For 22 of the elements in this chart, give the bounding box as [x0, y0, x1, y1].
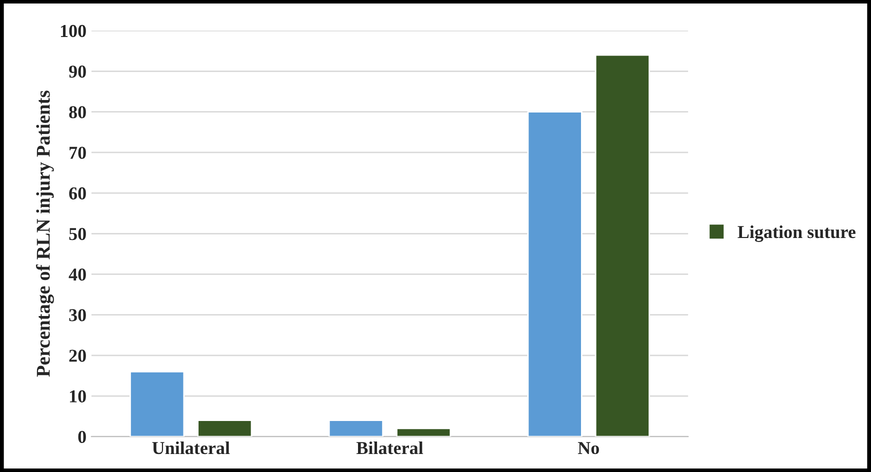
y-tick-label: 100 — [60, 24, 86, 38]
y-tick-label: 70 — [70, 146, 86, 159]
y-tick-label: 60 — [69, 187, 86, 200]
y-axis-title: Percentage of RLN injury Patients — [36, 90, 54, 377]
y-tick-label: 90 — [69, 66, 86, 78]
x-tick-label: Unilateral — [152, 441, 230, 454]
bar — [527, 111, 582, 437]
y-tick-label: 40 — [68, 268, 86, 281]
y-tick-label: 0 — [78, 430, 86, 444]
bar — [328, 420, 384, 437]
x-tick-label: Bilateral — [356, 441, 424, 454]
y-tick-label: 50 — [69, 228, 86, 240]
bar — [130, 370, 185, 437]
y-tick-label: 10 — [70, 390, 86, 402]
y-tick-label: 80 — [69, 106, 86, 118]
x-tick-label: No — [578, 442, 599, 454]
y-tick-label: 30 — [69, 309, 86, 322]
legend-label: Ligation suture — [738, 225, 856, 242]
bar — [396, 428, 452, 437]
y-tick-label: 20 — [69, 350, 86, 362]
bar — [197, 420, 252, 437]
bar — [594, 54, 650, 437]
